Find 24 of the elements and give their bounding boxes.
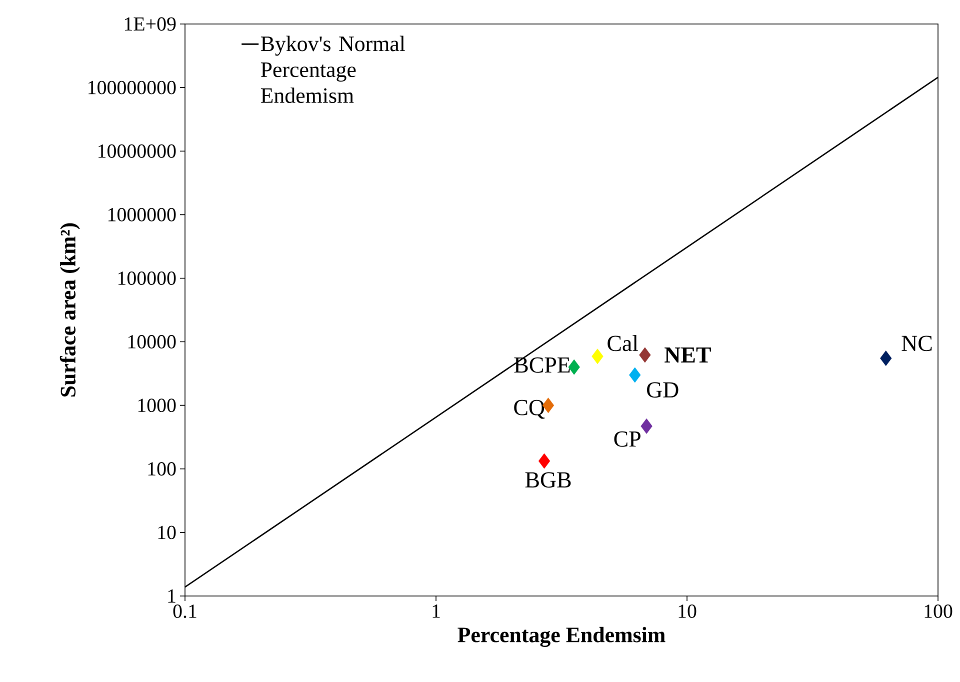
y-tick-label: 100000000 — [88, 80, 176, 94]
y-tick-label: 1000 — [138, 398, 176, 412]
y-tick-label: 10000000 — [98, 144, 176, 158]
x-axis-title: Percentage Endemsim — [458, 626, 666, 647]
y-tick-label: 100000 — [118, 272, 176, 285]
annotation: CP — [614, 431, 640, 447]
y-tick-label: 1 — [168, 589, 176, 603]
x-tick-label: 10 — [678, 604, 696, 618]
annotation: GD — [647, 382, 678, 398]
x-tick-label: 1 — [432, 604, 440, 618]
x-tick-label: 0.1 — [173, 604, 196, 618]
y-axis-title: Surface area (km²) — [60, 223, 80, 397]
y-tick-label: 1000000 — [108, 208, 176, 222]
y-tick-label: 10 — [158, 526, 176, 540]
annotation: NET — [664, 347, 711, 362]
annotation: CQ — [514, 400, 545, 419]
annotation: NC — [902, 336, 932, 352]
y-tick-label: 1E+09 — [124, 17, 176, 31]
annotation: Cal — [608, 335, 638, 352]
x-tick-label: 100 — [924, 604, 952, 618]
legend-label: Bykov's Normal Percentage Endemism — [260, 36, 406, 104]
y-tick-label: 10000 — [128, 335, 176, 348]
y-tick-label: 100 — [148, 462, 176, 476]
annotation: BGB — [525, 472, 571, 488]
